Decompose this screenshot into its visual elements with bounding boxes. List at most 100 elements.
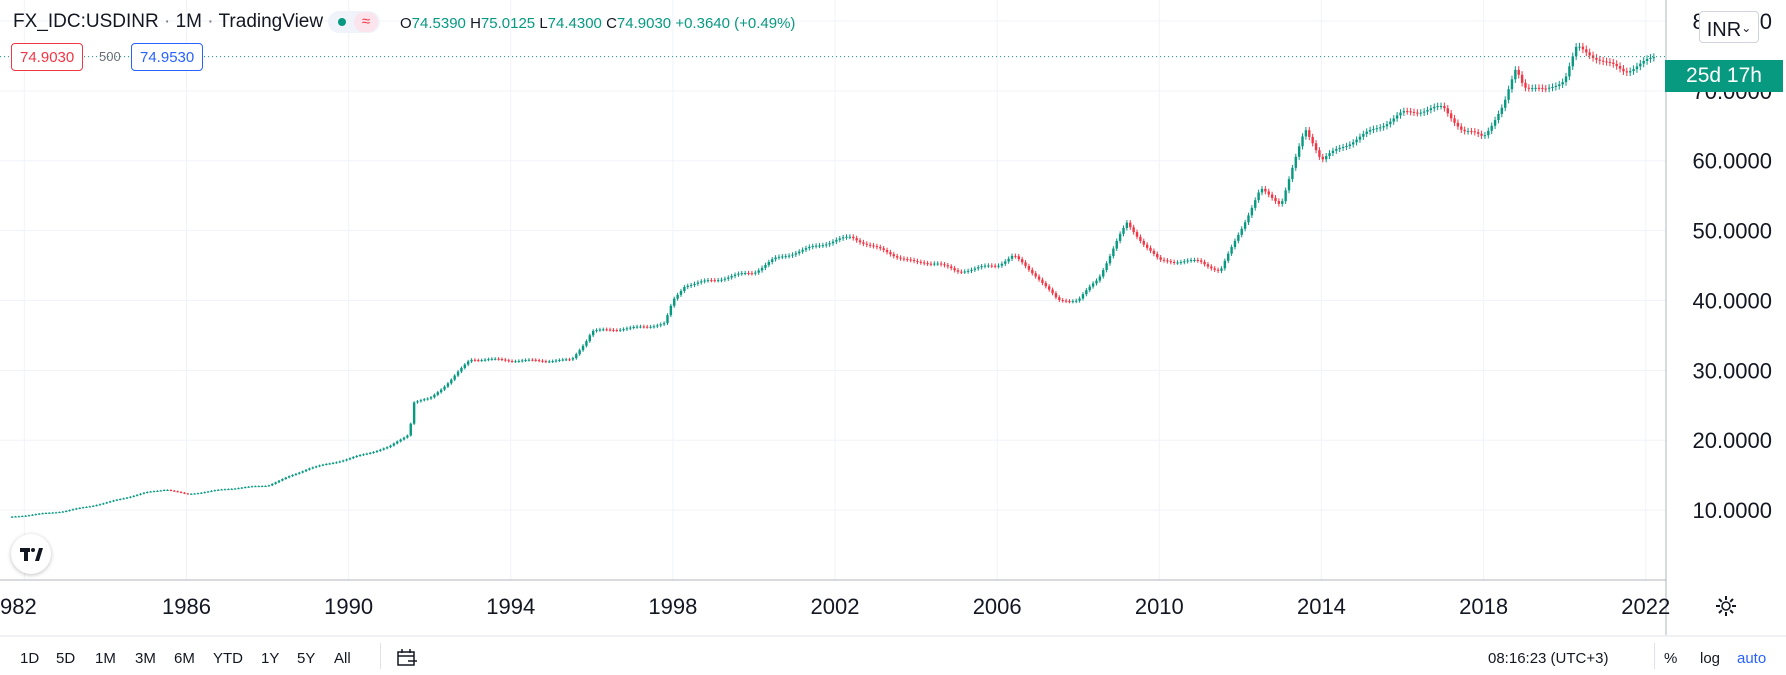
candle-body (230, 488, 233, 490)
candle-body (402, 437, 406, 440)
candle-body (646, 326, 649, 328)
candle-body (980, 266, 983, 268)
market-open-dot-icon (338, 18, 346, 26)
candle-body (328, 463, 331, 465)
x-tick-label: 2006 (973, 594, 1022, 619)
candle-body (423, 399, 426, 401)
timeframe-button-5d[interactable]: 5D (56, 650, 76, 667)
candle-body (575, 354, 578, 359)
candle-body (632, 326, 635, 328)
candle-body (439, 389, 443, 393)
timeframe-button-5y[interactable]: 5Y (297, 650, 316, 667)
timeframe-button-all[interactable]: All (334, 650, 351, 667)
candle-body (848, 236, 852, 238)
timeframe-button-ytd[interactable]: YTD (213, 650, 243, 667)
tradingview-logo-icon[interactable] (11, 534, 51, 574)
percent-scale-button[interactable]: % (1664, 650, 1678, 667)
candle-body (443, 386, 446, 390)
candle-body (426, 398, 429, 400)
candle-body (1416, 112, 1419, 114)
timeframe-button-6m[interactable]: 6M (174, 650, 195, 667)
timeframe-button-1y[interactable]: 1Y (261, 650, 280, 667)
candle-body (1304, 130, 1308, 137)
sell-price-button[interactable]: 74.9030 (11, 43, 84, 71)
candle-body (95, 505, 98, 507)
timeframe-button-3m[interactable]: 3M (135, 650, 156, 667)
candle-body (862, 242, 865, 244)
candle-body (659, 324, 662, 326)
candle-body (65, 510, 68, 512)
candle-body (561, 359, 564, 361)
candle-body (135, 494, 139, 496)
candle-body (504, 359, 507, 361)
candle-body (578, 350, 581, 355)
candle-body (1287, 179, 1291, 191)
candle-body (703, 280, 706, 282)
buy-price-button[interactable]: 74.9530 (131, 43, 204, 71)
candle-body (1085, 290, 1088, 295)
candle-body (406, 435, 409, 438)
candle-body (1639, 63, 1642, 67)
candle-body (416, 401, 419, 403)
candle-body (335, 462, 338, 464)
timeframe-button-1m[interactable]: 1M (95, 650, 116, 667)
candle-body (122, 498, 125, 500)
currency-dropdown[interactable]: INR⌄ (1699, 11, 1759, 43)
candle-body (1041, 279, 1044, 284)
x-tick-label: 2018 (1459, 594, 1508, 619)
candle-body (1142, 240, 1145, 245)
candle-body (355, 455, 358, 457)
candle-body (1250, 207, 1254, 216)
candle-body (244, 487, 247, 489)
candle-body (706, 280, 710, 282)
high-value: 75.0125 (480, 15, 536, 32)
candle-body (1183, 261, 1186, 263)
candle-body (1402, 111, 1406, 113)
candle-body (281, 479, 284, 481)
candle-body (1284, 190, 1287, 202)
candle-body (1547, 87, 1551, 89)
candle-body (27, 515, 31, 517)
candle-body (196, 493, 200, 495)
candle-body (784, 256, 787, 258)
candle-body (301, 471, 304, 473)
candle-body (963, 271, 966, 273)
clock-timezone[interactable]: 08:16:23 (UTC+3) (1488, 650, 1609, 667)
interval-label[interactable]: 1M (175, 11, 202, 32)
candle-body (1318, 150, 1321, 157)
y-axis-ticks[interactable]: 80.000070.000060.000050.000040.000030.00… (1692, 9, 1772, 523)
candle-body (879, 247, 882, 249)
candle-body (1645, 59, 1649, 61)
candle-body (649, 326, 652, 328)
candle-body (112, 500, 115, 502)
symbol-name[interactable]: FX_IDC:USDINR (13, 11, 159, 32)
candle-body (412, 402, 416, 424)
candle-body (811, 246, 814, 248)
candle-body (909, 259, 912, 261)
candle-body (723, 278, 727, 280)
candle-body (997, 265, 1000, 267)
x-axis-ticks[interactable]: 982 1986 1990 1994 1998 2002 2006 2010 2014 2018 2… (0, 594, 1670, 619)
candle-body (801, 249, 804, 252)
chevron-down-icon: ⌄ (1741, 21, 1752, 35)
candle-body (152, 491, 156, 493)
candle-body (662, 323, 666, 325)
settings-gear-icon[interactable] (1715, 595, 1737, 623)
auto-scale-button[interactable]: auto (1737, 650, 1767, 667)
compare-range-icon[interactable] (396, 648, 418, 673)
candle-body (1024, 262, 1027, 266)
candle-body (1102, 270, 1105, 277)
candle-body (1362, 133, 1365, 137)
candle-body (696, 282, 700, 284)
candle-body (98, 504, 102, 506)
candle-body (1270, 194, 1274, 198)
data-delay-icon[interactable]: ≈ (354, 12, 378, 32)
symbol-legend[interactable]: FX_IDC:USDINR · 1M · TradingView (13, 11, 323, 33)
market-status-pill[interactable]: ≈ (328, 11, 380, 33)
log-scale-button[interactable]: log (1700, 650, 1721, 667)
candle-body (841, 237, 845, 239)
candle-body (524, 359, 527, 361)
candle-body (936, 263, 939, 265)
timeframe-button-1d[interactable]: 1D (20, 650, 40, 667)
